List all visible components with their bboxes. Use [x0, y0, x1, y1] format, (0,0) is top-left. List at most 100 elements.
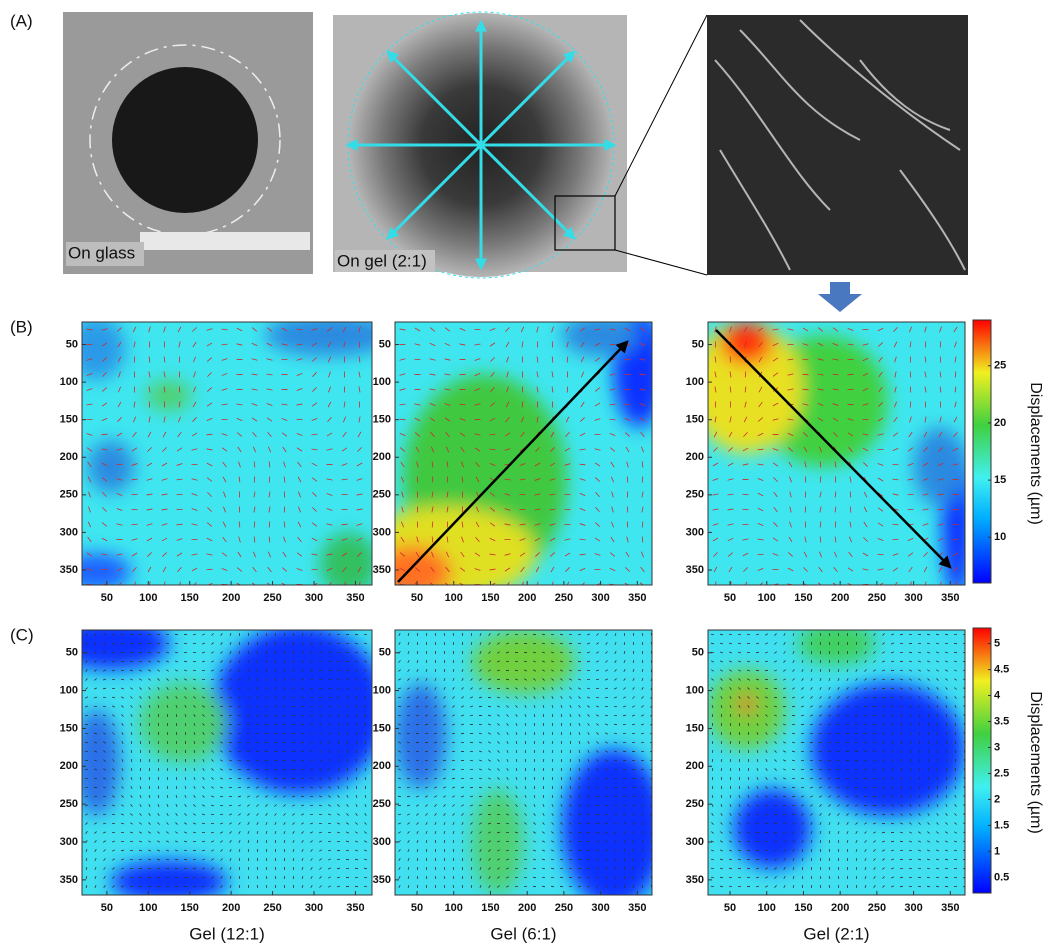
vector	[132, 524, 138, 525]
y-tick-label: 250	[373, 489, 391, 501]
vector	[310, 796, 313, 797]
vector	[301, 706, 304, 707]
vector	[312, 569, 318, 570]
vector	[955, 372, 956, 378]
vector	[838, 885, 839, 888]
y-tick-label: 250	[60, 489, 78, 501]
vector	[274, 760, 277, 761]
vector	[730, 741, 731, 744]
region	[320, 532, 378, 595]
heatmap-plot: 5010015020025030035050100150200250300350…	[53, 617, 387, 944]
vector	[275, 633, 276, 636]
vector	[900, 670, 903, 671]
y-tick-label: 50	[692, 338, 704, 350]
vector	[211, 679, 214, 680]
vector	[479, 724, 482, 725]
vector	[284, 660, 285, 663]
y-tick-label: 200	[686, 451, 704, 463]
vector	[863, 419, 869, 420]
vector	[94, 805, 97, 806]
colorbar: 0.511.522.533.544.55Displacements (µm)	[973, 628, 1044, 893]
zoom-image	[615, 15, 968, 275]
vector	[642, 876, 643, 879]
vector	[112, 814, 115, 815]
y-tick-label: 250	[686, 489, 704, 501]
vector	[927, 877, 930, 878]
vector	[909, 850, 912, 851]
vector	[434, 760, 437, 761]
vector	[407, 733, 410, 734]
region	[140, 683, 227, 763]
x-tick-label: 50	[411, 592, 423, 604]
x-tick-label: 200	[222, 592, 240, 604]
vector	[248, 660, 249, 663]
colorbar-tick-label: 20	[994, 417, 1006, 429]
heatmap-plot: 5010015020025030035050100150200250300350	[60, 314, 393, 604]
y-tick-label: 350	[373, 874, 391, 886]
y-tick-label: 150	[60, 414, 78, 426]
x-tick-label: 50	[411, 902, 423, 914]
vector	[254, 522, 255, 528]
vector	[417, 651, 418, 654]
image-caption: On gel (2:1)	[337, 251, 427, 270]
vector	[85, 715, 88, 716]
vector	[838, 876, 839, 879]
x-tick-label: 200	[518, 902, 536, 914]
heatmap	[708, 622, 966, 895]
vector	[257, 876, 258, 879]
vector	[220, 796, 223, 797]
vector	[167, 741, 168, 744]
colorbar-tick-label: 2	[994, 793, 1000, 805]
vector	[470, 715, 473, 716]
x-tick-label: 200	[831, 592, 849, 604]
vector	[525, 723, 526, 726]
x-tick-label: 250	[555, 902, 573, 914]
x-tick-label: 300	[305, 902, 323, 914]
x-tick-label: 350	[941, 592, 959, 604]
colorbar-tick-label: 5	[994, 637, 1000, 649]
y-tick-label: 350	[60, 564, 78, 576]
vector	[937, 741, 938, 744]
vector	[837, 742, 840, 743]
vector	[729, 634, 732, 635]
vector	[578, 670, 581, 671]
vector	[820, 633, 821, 636]
region	[734, 789, 811, 869]
column-label: Gel (12:1)	[189, 924, 265, 943]
x-tick-label: 100	[445, 592, 463, 604]
vector	[730, 357, 731, 363]
vector	[729, 877, 732, 878]
vector	[229, 706, 232, 707]
x-tick-label: 150	[181, 592, 199, 604]
x-tick-label: 100	[139, 902, 157, 914]
y-tick-label: 200	[60, 451, 78, 463]
vector	[633, 660, 634, 663]
vector	[364, 634, 367, 635]
vector	[435, 867, 436, 870]
vector	[738, 859, 741, 860]
region	[811, 683, 965, 816]
x-tick-label: 300	[591, 902, 609, 914]
colorbar-tick-label: 1.5	[994, 819, 1009, 831]
vector	[891, 661, 894, 662]
vector	[729, 886, 732, 887]
region	[739, 696, 754, 712]
vector	[425, 733, 428, 734]
x-tick-label: 250	[868, 902, 886, 914]
x-tick-label: 350	[941, 902, 959, 914]
y-tick-label: 300	[373, 836, 391, 848]
region	[265, 314, 393, 356]
vector	[641, 742, 644, 743]
vector	[319, 697, 322, 698]
vector	[453, 876, 454, 879]
x-tick-label: 300	[591, 592, 609, 604]
x-tick-label: 200	[831, 902, 849, 914]
vector	[802, 651, 803, 654]
y-tick-label: 200	[373, 760, 391, 772]
vector	[506, 661, 509, 662]
region	[562, 314, 639, 356]
vector	[130, 634, 133, 635]
x-tick-label: 350	[628, 592, 646, 604]
vector	[444, 642, 445, 645]
region	[914, 427, 965, 506]
